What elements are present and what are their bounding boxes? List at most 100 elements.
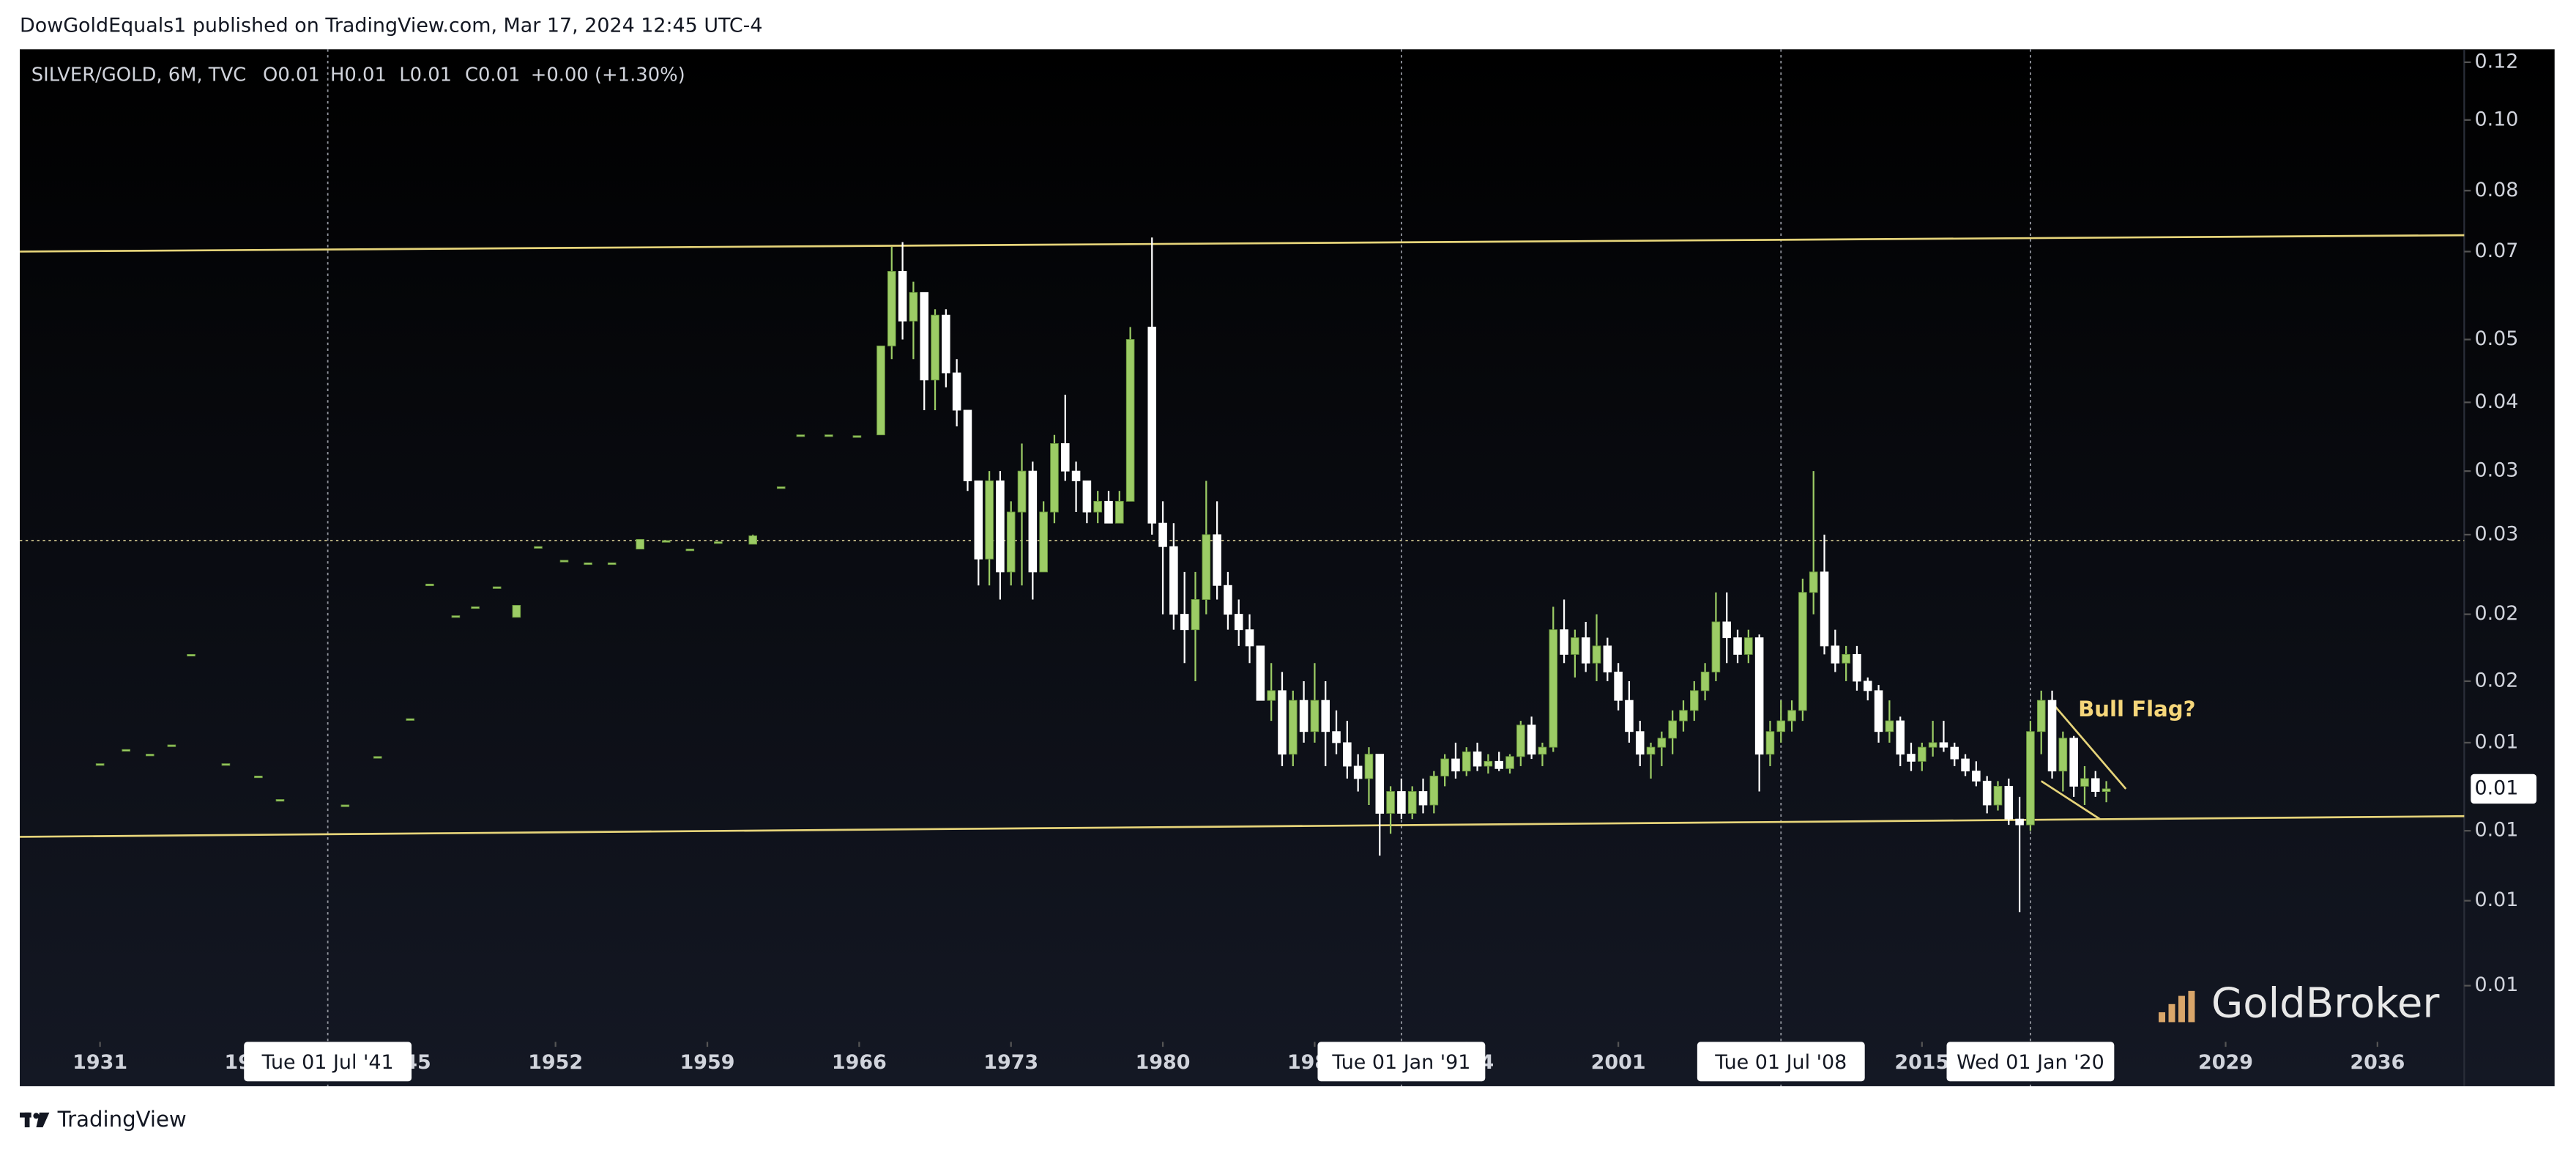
legend-value: H0.01 <box>330 64 387 86</box>
candle-body <box>1028 470 1038 573</box>
crosshair-label: Wed 01 Jan '20 <box>1957 1051 2104 1074</box>
candle-body <box>1332 731 1341 743</box>
y-tick-label: 0.08 <box>2474 179 2518 201</box>
y-tick-label: 0.12 <box>2474 50 2518 73</box>
candle-body <box>1961 758 1970 772</box>
candle-body <box>373 756 382 759</box>
candle-body <box>406 718 414 721</box>
candle-body <box>1982 780 1992 806</box>
candle-body <box>1950 746 1959 760</box>
watermark: GoldBroker <box>2211 980 2441 1028</box>
publisher-line: DowGoldEquals1 published on TradingView.… <box>20 14 763 37</box>
plot-area <box>20 49 2465 1086</box>
candle-body <box>1885 720 1894 732</box>
candle-body <box>2091 778 2100 793</box>
y-tick-label: 0.01 <box>2474 889 2518 911</box>
crosshair-label-box <box>1697 1042 1865 1082</box>
candle-body <box>1321 700 1330 732</box>
candle-body <box>1418 791 1428 806</box>
legend-value: L0.01 <box>399 64 452 86</box>
candle-body <box>534 546 543 549</box>
candle-body <box>122 749 130 752</box>
candle-body <box>492 586 502 589</box>
x-tick-label: 1959 <box>680 1051 735 1074</box>
candle-body <box>636 538 644 550</box>
candle-body <box>1289 700 1298 755</box>
candle-body <box>1353 765 1363 779</box>
candle-body <box>1679 710 1688 721</box>
candle-body <box>796 434 805 437</box>
candle-body <box>776 486 786 489</box>
candle-body <box>1462 751 1471 772</box>
candle-body <box>167 744 176 747</box>
candle-body <box>1928 742 1937 748</box>
candle-body <box>1614 671 1623 701</box>
crosshair-label-box <box>244 1042 412 1082</box>
candle-body <box>1310 700 1319 732</box>
candle-body <box>1397 791 1406 814</box>
candle-body <box>1245 629 1254 647</box>
candle-body <box>898 271 907 322</box>
candle-body <box>451 615 461 618</box>
candle-body <box>221 763 231 766</box>
candle-body <box>1213 534 1221 586</box>
crosshair-label-box <box>1317 1042 1486 1082</box>
candle-body <box>1050 443 1059 513</box>
candle-body <box>1256 645 1265 701</box>
candle-body <box>1343 742 1352 767</box>
candle-body <box>1907 754 1916 762</box>
trendline <box>2040 780 2101 820</box>
x-tick-label: 1966 <box>832 1051 887 1074</box>
candle-body <box>1386 791 1395 814</box>
candle-body <box>1592 645 1601 664</box>
candle-body <box>1635 731 1645 755</box>
candle-body <box>996 481 1005 573</box>
goldbroker-logo <box>2159 990 2195 1023</box>
candle-body <box>876 345 885 436</box>
crosshair-label: Tue 01 Jul '08 <box>1714 1051 1847 1074</box>
candle-body <box>1202 534 1211 600</box>
crosshair-label: Tue 01 Jul '41 <box>261 1051 394 1074</box>
candle-body <box>1820 571 1829 647</box>
candle-body <box>931 314 939 381</box>
candle-body <box>1874 690 1883 732</box>
candle-body <box>1842 653 1850 664</box>
candle-body <box>1754 637 1764 755</box>
y-tick-label: 0.03 <box>2474 522 2518 545</box>
candle-body <box>95 763 105 766</box>
candle-body <box>952 372 961 411</box>
candle-body <box>974 481 983 560</box>
trendline <box>20 234 2465 253</box>
candle-body <box>661 540 671 543</box>
y-tick-label: 0.01 <box>2474 819 2518 842</box>
candle-body <box>1646 746 1656 755</box>
candle-body <box>1267 690 1276 701</box>
candle-body <box>1733 637 1742 655</box>
candle-body <box>1169 546 1178 615</box>
candle-body <box>1896 720 1905 755</box>
candle-body <box>2058 738 2068 772</box>
candle-body <box>1071 470 1081 481</box>
candle-body <box>275 799 285 802</box>
candle-body <box>1700 671 1710 691</box>
x-tick-label: 1980 <box>1136 1051 1191 1074</box>
x-tick-label: 1952 <box>528 1051 583 1074</box>
chart-background <box>20 49 2555 1086</box>
candle-body <box>1560 629 1568 655</box>
candle-body <box>1993 785 2003 806</box>
candle-body <box>1299 700 1309 732</box>
y-tick-label: 0.02 <box>2474 669 2518 691</box>
candle-body <box>824 434 833 437</box>
candle-body <box>1744 637 1753 655</box>
candle-body <box>1711 621 1721 672</box>
candle-body <box>2004 785 2014 820</box>
candle-body <box>1798 592 1807 711</box>
candle-body <box>187 653 196 657</box>
candle-body <box>254 776 263 779</box>
y-tick-label: 0.07 <box>2474 240 2518 262</box>
crosshair-label: Tue 01 Jan '91 <box>1331 1051 1470 1074</box>
candle-body <box>1831 645 1840 664</box>
candle-body <box>1440 758 1449 776</box>
candle-body <box>1690 690 1699 711</box>
